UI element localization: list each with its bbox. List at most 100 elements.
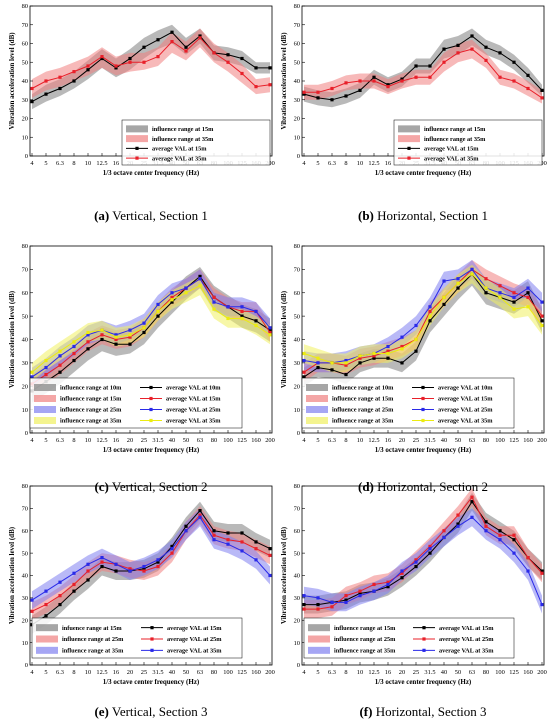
y-tick-label: 60	[294, 528, 300, 535]
x-tick-label: 4	[302, 669, 306, 676]
data-point	[128, 60, 132, 64]
x-tick-label: 10	[357, 437, 363, 444]
data-point	[114, 333, 118, 337]
data-point	[212, 295, 216, 300]
plot-layer	[30, 267, 272, 403]
y-tick-label: 20	[294, 617, 300, 624]
y-tick-label: 20	[22, 617, 28, 624]
data-point	[498, 75, 502, 79]
data-point	[72, 589, 76, 593]
data-point	[212, 300, 216, 304]
legend-swatch-marker	[149, 396, 153, 401]
x-tick-label: 6.3	[328, 669, 336, 676]
data-point	[114, 337, 118, 342]
data-point	[198, 34, 202, 38]
series-line-2	[31, 514, 271, 612]
data-point	[254, 323, 258, 328]
data-point	[484, 277, 488, 281]
data-point	[254, 558, 258, 562]
plot-layer	[302, 28, 544, 108]
data-point	[414, 564, 418, 569]
y-tick-label: 0	[25, 662, 28, 669]
y-tick-label: 70	[294, 267, 300, 274]
series-line-4	[31, 285, 271, 373]
x-tick-label: 40	[169, 669, 175, 676]
data-point	[198, 513, 202, 517]
data-point	[240, 305, 244, 309]
data-point	[58, 363, 62, 367]
data-point	[484, 58, 488, 62]
series-line-3	[303, 268, 543, 364]
legend-label: influence range at 15m	[60, 396, 122, 403]
x-tick-label: 200	[265, 437, 275, 444]
data-point	[540, 319, 544, 323]
y-tick-label: 80	[22, 243, 28, 250]
x-tick-label: 25	[413, 669, 419, 676]
data-point	[128, 335, 132, 339]
legend-label: average VAL at 10m	[166, 385, 221, 392]
x-tick-label: 80	[211, 437, 217, 444]
x-tick-label: 100	[223, 437, 233, 444]
x-tick-label: 160	[523, 669, 533, 676]
data-point	[100, 337, 104, 342]
data-point	[72, 582, 76, 587]
data-point	[400, 571, 404, 575]
x-tick-label: 200	[537, 669, 547, 676]
legend-swatch-band	[306, 417, 328, 424]
legend-swatch-marker	[150, 637, 154, 641]
data-point	[58, 349, 62, 353]
data-point	[128, 328, 132, 332]
x-axis-label: 1/3 octave center frequency (Hz)	[103, 446, 200, 454]
caption-label: (b)	[358, 208, 374, 223]
data-point	[498, 291, 502, 295]
x-tick-label: 4	[30, 160, 34, 167]
y-axis-label: Vibration acceleration level (dB)	[8, 290, 16, 388]
x-tick-label: 200	[537, 437, 547, 444]
band-4	[304, 264, 542, 373]
data-point	[344, 358, 348, 363]
x-tick-label: 63	[469, 669, 475, 676]
series-line-2	[303, 268, 543, 373]
data-point	[456, 522, 460, 526]
data-point	[358, 594, 362, 598]
data-point	[44, 602, 48, 607]
x-axis-label: 1/3 octave center frequency (Hz)	[375, 446, 472, 454]
data-point	[302, 594, 306, 598]
x-tick-label: 8	[72, 160, 75, 167]
y-tick-label: 10	[22, 134, 28, 141]
data-point	[344, 81, 348, 85]
data-point	[156, 55, 160, 59]
x-tick-label: 160	[251, 669, 261, 676]
y-tick-label: 20	[294, 116, 300, 123]
data-point	[254, 319, 258, 323]
x-tick-label: 6.3	[56, 160, 64, 167]
data-point	[428, 551, 432, 555]
panel-caption: (b) Horizontal, Section 1	[358, 208, 488, 223]
data-point	[414, 349, 418, 353]
data-point	[226, 542, 230, 546]
data-point	[30, 598, 34, 602]
data-point	[484, 45, 488, 49]
x-tick-label: 80	[211, 669, 217, 676]
data-point	[498, 295, 502, 300]
data-point	[414, 323, 418, 328]
x-tick-label: 100	[495, 669, 505, 676]
legend: influence range at 15m average VAL at 15m…	[303, 617, 515, 659]
legend-label: influence range at 35m	[332, 418, 394, 425]
y-tick-label: 20	[22, 383, 28, 390]
y-tick-label: 10	[294, 640, 300, 647]
legend-label: influence range at 25m	[60, 407, 122, 414]
x-tick-label: 63	[469, 437, 475, 444]
x-axis-label: 1/3 octave center frequency (Hz)	[375, 169, 472, 177]
data-point	[170, 291, 174, 295]
data-point	[114, 562, 118, 566]
legend-swatch-band	[34, 384, 56, 391]
data-point	[372, 582, 376, 587]
y-axis-label: Vibration acceleration level (dB)	[280, 526, 288, 624]
x-tick-label: 10	[85, 669, 91, 676]
legend-swatch-marker	[149, 385, 153, 390]
y-tick-label: 40	[294, 78, 300, 85]
data-point	[470, 500, 474, 504]
data-point	[400, 335, 404, 339]
x-axis-label: 1/3 octave center frequency (Hz)	[375, 678, 472, 686]
